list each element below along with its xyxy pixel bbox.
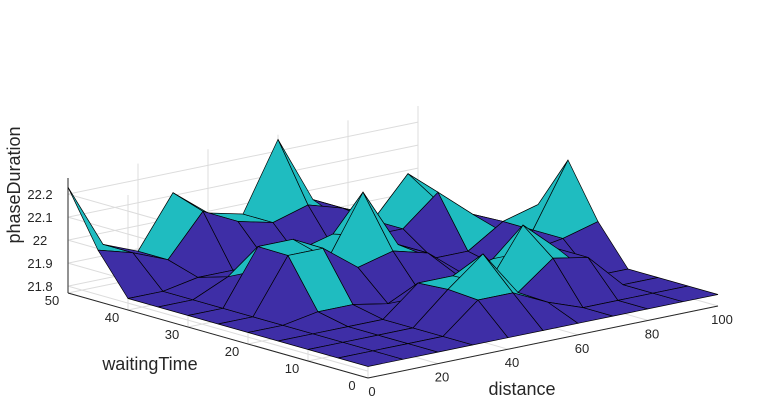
z-axis-label: phaseDuration bbox=[4, 126, 24, 243]
x-tick-label: 20 bbox=[435, 370, 449, 385]
x-tick-label: 100 bbox=[711, 312, 733, 327]
y-tick-label: 0 bbox=[348, 378, 355, 393]
y-tick-label: 10 bbox=[285, 361, 299, 376]
x-axis-label: distance bbox=[488, 379, 555, 399]
z-tick-label: 22.1 bbox=[27, 210, 52, 225]
z-tick-label: 21.8 bbox=[27, 279, 52, 294]
z-tick-label: 22 bbox=[33, 233, 47, 248]
y-tick-label: 50 bbox=[45, 293, 59, 308]
x-tick-label: 0 bbox=[368, 384, 375, 399]
z-tick-label: 22.2 bbox=[27, 187, 52, 202]
surface-patches bbox=[67, 138, 719, 367]
surface-patch bbox=[652, 285, 719, 303]
y-tick-label: 20 bbox=[225, 344, 239, 359]
y-axis-line bbox=[67, 292, 369, 379]
x-tick-label: 40 bbox=[505, 355, 519, 370]
x-axis-line bbox=[367, 305, 719, 379]
y-axis-label: waitingTime bbox=[101, 354, 197, 374]
y-tick-label: 40 bbox=[105, 310, 119, 325]
x-tick-label: 80 bbox=[645, 326, 659, 341]
z-tick-label: 21.9 bbox=[27, 256, 52, 271]
y-tick-label: 30 bbox=[165, 327, 179, 342]
x-tick-label: 60 bbox=[575, 341, 589, 356]
